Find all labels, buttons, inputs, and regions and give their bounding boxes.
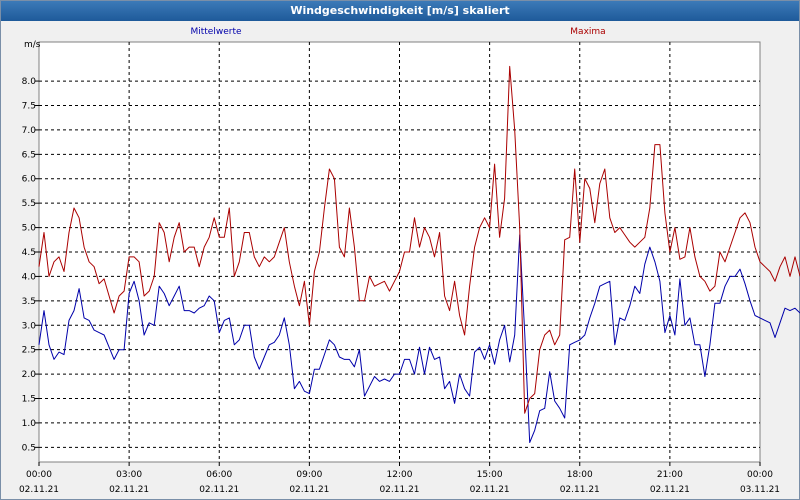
y-tick-label: 6.5 bbox=[22, 150, 36, 160]
y-tick-label: 7.5 bbox=[22, 101, 36, 111]
legend-maxima: Maxima bbox=[570, 27, 605, 37]
x-tick-date: 03.11.21 bbox=[740, 485, 780, 495]
x-tick-time: 00:00 bbox=[747, 470, 773, 480]
grid-lines bbox=[39, 42, 760, 462]
x-tick-date: 02.11.21 bbox=[19, 485, 59, 495]
x-tick-time: 09:00 bbox=[296, 470, 322, 480]
series-lines bbox=[38, 65, 800, 443]
y-tick-label: 3.0 bbox=[22, 321, 37, 331]
x-tick-time: 12:00 bbox=[387, 470, 413, 480]
y-tick-label: 1.5 bbox=[22, 395, 36, 405]
y-tick-label: 8.0 bbox=[22, 77, 37, 87]
x-tick-date: 02.11.21 bbox=[560, 485, 600, 495]
y-tick-label: 5.0 bbox=[22, 224, 37, 234]
window-title: Windgeschwindigkeit [m/s] skaliert bbox=[1, 1, 799, 21]
x-tick-date: 02.11.21 bbox=[199, 485, 239, 495]
x-tick-date: 02.11.21 bbox=[109, 485, 149, 495]
y-tick-label: 6.0 bbox=[22, 175, 37, 185]
x-tick-date: 02.11.21 bbox=[650, 485, 690, 495]
x-tick-time: 21:00 bbox=[657, 470, 683, 480]
x-tick-time: 00:00 bbox=[26, 470, 52, 480]
x-tick-date: 02.11.21 bbox=[379, 485, 419, 495]
x-tick-time: 06:00 bbox=[206, 470, 232, 480]
y-tick-label: 4.5 bbox=[22, 248, 36, 258]
y-tick-label: 4.0 bbox=[22, 272, 37, 282]
y-tick-label: 2.0 bbox=[22, 370, 37, 380]
x-tick-time: 15:00 bbox=[477, 470, 503, 480]
y-tick-label: 1.0 bbox=[22, 419, 37, 429]
legend-mittelwerte: Mittelwerte bbox=[190, 27, 241, 37]
x-tick-time: 03:00 bbox=[116, 470, 142, 480]
y-tick-label: 0.5 bbox=[22, 443, 36, 453]
y-tick-label: 2.5 bbox=[22, 346, 36, 356]
x-tick-date: 02.11.21 bbox=[289, 485, 329, 495]
y-tick-label: 3.5 bbox=[22, 297, 36, 307]
x-axis-ticks: 00:00 02.11.21 03:00 02.11.21 06:00 02.11.21 0… bbox=[19, 462, 780, 495]
y-axis-unit: m/s bbox=[24, 40, 41, 50]
y-tick-label: 7.0 bbox=[22, 126, 37, 136]
x-tick-time: 18:00 bbox=[567, 470, 593, 480]
series-line-maxima bbox=[38, 65, 800, 414]
y-axis-ticks: 0.5 1.0 1.5 2.0 2.5 3.0 3.5 4.0 4.5 5.0 5.5 6.0 6.5 7… bbox=[22, 77, 39, 453]
series-line-mittelwerte bbox=[38, 234, 800, 443]
x-tick-date: 02.11.21 bbox=[470, 485, 510, 495]
y-tick-label: 5.5 bbox=[22, 199, 36, 209]
